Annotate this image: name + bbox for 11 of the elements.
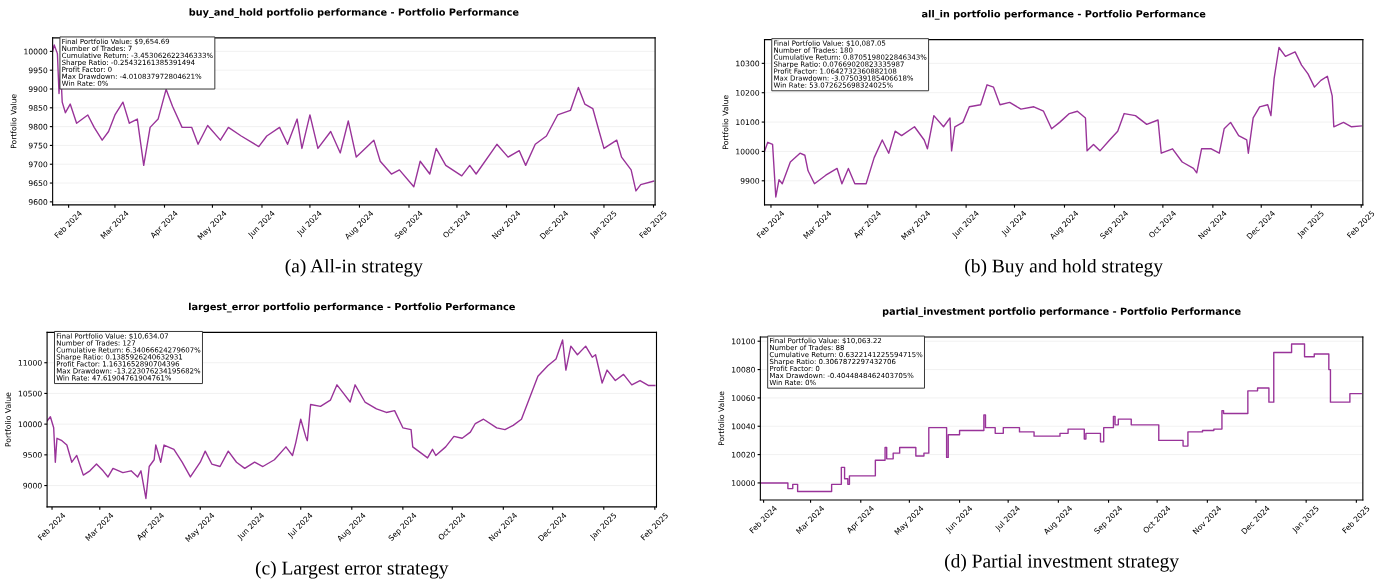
text: (a) All-in strategy [285, 258, 423, 277]
chart-title: buy_and_hold portfolio performance - Portfolio Performance [189, 8, 519, 18]
line-series [764, 46, 1362, 198]
line-series [52, 44, 655, 192]
text: (b) Buy and hold strategy [965, 258, 1163, 277]
text: (c) Largest error strategy [255, 560, 449, 579]
text: (d) Partial investment strategy [945, 553, 1179, 572]
chart-title: partial_investment portfolio performance - Portfolio Performance [882, 307, 1241, 318]
chart-title: all_in portfolio performance - Portfolio Performance [921, 9, 1206, 20]
line-series [47, 339, 656, 500]
chart-title: largest_error portfolio performance - Portfolio Performance [189, 302, 515, 313]
